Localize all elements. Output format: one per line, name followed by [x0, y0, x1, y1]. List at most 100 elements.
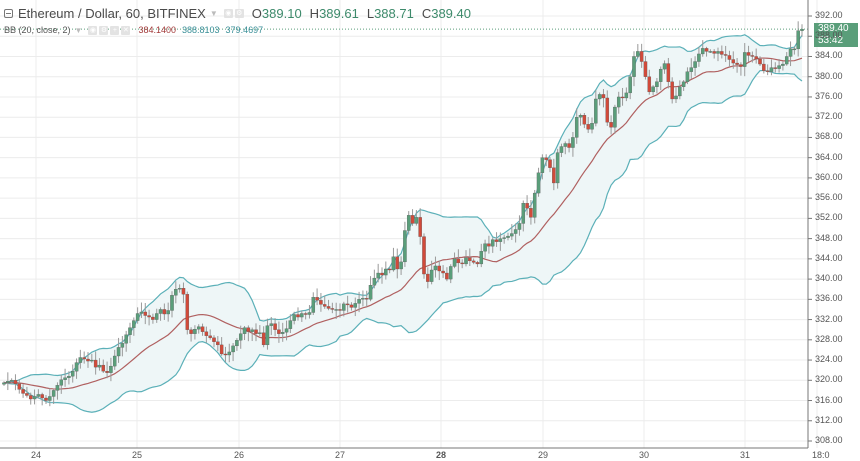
candle-body [639, 51, 644, 62]
candle-body [731, 59, 736, 64]
candle-body [349, 304, 354, 308]
candle-body [723, 54, 728, 56]
candle-body [784, 56, 789, 65]
candle-body [502, 237, 506, 239]
candle-body [395, 256, 400, 270]
candle-body [517, 223, 522, 230]
candle-body [685, 71, 690, 82]
candle-body [6, 381, 10, 383]
settings-gear-icon[interactable]: ⚙ [234, 8, 244, 18]
ohlc-values: O389.10 H389.61 L388.71 C389.40 [252, 6, 471, 21]
candle-body [132, 320, 136, 328]
candle-body [727, 55, 732, 60]
candle-body [74, 362, 79, 372]
candle-body [529, 208, 533, 218]
candle-body [55, 385, 60, 391]
indicator-name[interactable]: BB (20, close, 2) [4, 25, 71, 35]
settings-gear-icon[interactable]: ⚙ [99, 25, 109, 35]
price-tick-label: 348.00 [815, 232, 843, 243]
candle-body [574, 117, 579, 138]
candle-body [479, 251, 484, 265]
add-icon[interactable]: + [110, 25, 120, 35]
candle-body [269, 323, 274, 326]
price-tick-label: 324.00 [815, 354, 843, 365]
candle-body [124, 334, 128, 344]
time-tick-label: 31 [740, 450, 751, 460]
candle-body [471, 260, 476, 263]
bollinger-band-fill [4, 34, 802, 413]
candle-body [536, 172, 541, 194]
candle-body [445, 272, 449, 280]
price-tick-label: 328.00 [815, 333, 843, 344]
time-tick-label: 26 [234, 450, 245, 460]
candle-body [212, 337, 216, 342]
candle-body [769, 67, 774, 72]
candle-body [193, 329, 197, 334]
candle-body [204, 331, 209, 336]
candle-body [700, 48, 705, 55]
candle-body [460, 262, 464, 265]
price-tick-label: 356.00 [815, 192, 843, 203]
price-tick-label: 312.00 [815, 414, 843, 425]
bb-upper-value: 388.8103 [182, 25, 220, 35]
chevron-down-icon[interactable]: ▼ [74, 25, 83, 35]
ohlc-open: O389.10 [251, 5, 302, 21]
candle-body [475, 262, 480, 265]
candle-body [624, 92, 629, 99]
candle-body [36, 394, 41, 397]
candle-body [97, 364, 102, 368]
candle-body [739, 64, 743, 67]
candle-body [326, 306, 331, 309]
candle-body [483, 243, 487, 252]
candle-body [643, 61, 648, 77]
indicator-legend: BB (20, close, 2) ▼ ◉ ⚙ + ✕ 384.1400 388… [4, 24, 263, 36]
candle-body [632, 56, 636, 77]
bb-basis-value: 384.1400 [138, 25, 176, 35]
candle-body [185, 294, 190, 330]
candle-body [666, 63, 671, 82]
candle-body [403, 230, 407, 263]
candle-body [552, 167, 556, 184]
candle-body [746, 52, 751, 56]
candle-body [762, 63, 766, 71]
candle-body [357, 299, 361, 304]
candle-body [334, 309, 338, 311]
candle-body [112, 355, 117, 367]
candle-body [189, 329, 193, 334]
symbol-title[interactable]: Ethereum / Dollar, 60, BITFINEX [18, 5, 206, 21]
candle-body [342, 303, 346, 311]
candle-body [597, 94, 602, 100]
candle-body [261, 332, 266, 346]
candle-body [540, 157, 545, 173]
visibility-eye-icon[interactable]: ◉ [223, 8, 233, 18]
candle-body [116, 347, 121, 357]
bollinger-basis-line [3, 57, 803, 390]
candle-body [571, 137, 575, 148]
candle-body [758, 58, 762, 65]
chevron-down-icon[interactable]: ▼ [209, 8, 218, 18]
candle-body [158, 309, 163, 314]
candle-body [689, 67, 694, 72]
price-tick-label: 308.00 [815, 435, 843, 445]
candle-body [548, 159, 552, 168]
price-tick-label: 352.00 [815, 212, 843, 223]
price-tick-label: 372.00 [815, 111, 843, 122]
bb-lower-value: 379.4697 [225, 25, 264, 35]
candle-body [387, 268, 392, 271]
candle-body [788, 48, 793, 57]
candle-body [200, 326, 205, 332]
candle-body [781, 63, 785, 66]
price-tick-label: 360.00 [815, 171, 843, 182]
remove-icon[interactable]: ✕ [121, 25, 131, 35]
collapse-legend-icon[interactable] [4, 8, 13, 18]
candle-body [513, 229, 518, 234]
candle-body [651, 86, 655, 93]
price-tick-label: 316.00 [815, 394, 843, 405]
candle-body [510, 233, 514, 237]
candle-body [601, 94, 606, 99]
candle-body [620, 96, 625, 99]
visibility-eye-icon[interactable]: ◉ [88, 25, 98, 35]
candle-body [170, 295, 174, 311]
